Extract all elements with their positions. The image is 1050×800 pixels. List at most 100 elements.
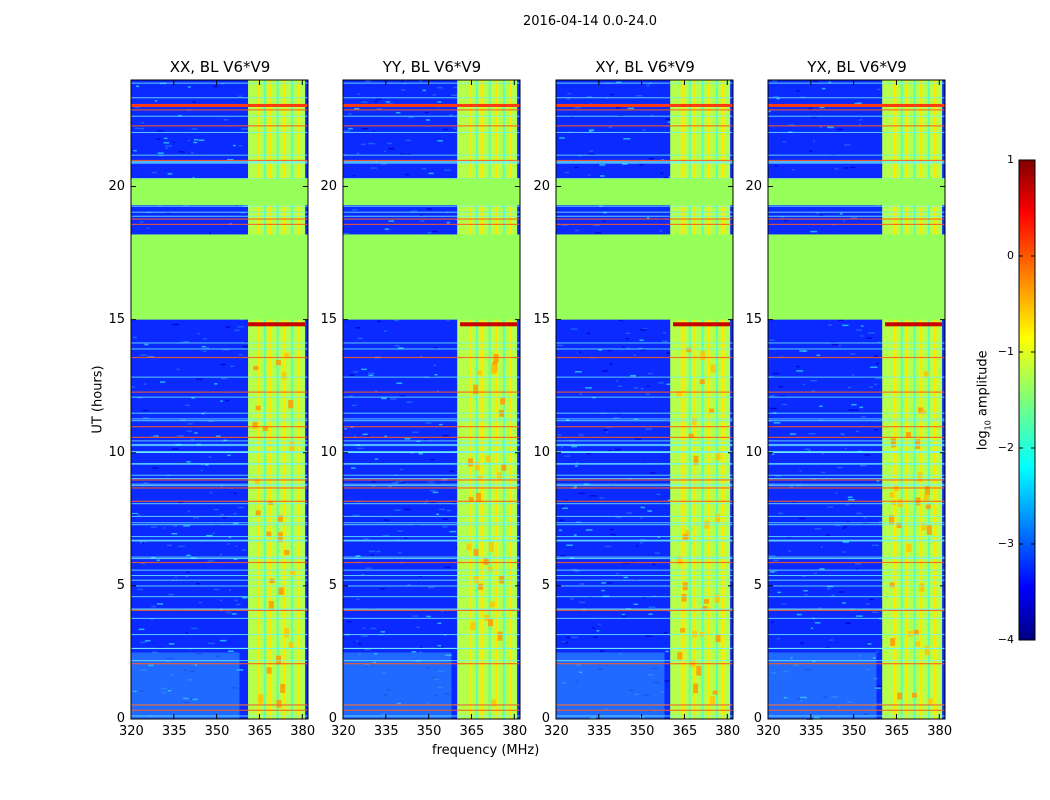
- rfi-blob: [923, 371, 929, 378]
- rfi-blob: [275, 360, 281, 366]
- noise-cell: [426, 615, 431, 618]
- noise-cell: [639, 163, 644, 166]
- noise-cell: [421, 167, 427, 170]
- figure-suptitle: 2016-04-14 0.0-24.0: [523, 14, 657, 29]
- noise-cell: [164, 147, 168, 149]
- noise-cell: [571, 445, 578, 448]
- streak-line: [556, 524, 733, 526]
- noise-cell: [642, 129, 646, 131]
- noise-cell: [877, 341, 880, 343]
- noise-cell: [437, 670, 444, 673]
- noise-cell: [637, 347, 643, 350]
- panel-title-xx: XX, BL V6*V9: [169, 58, 271, 76]
- noise-cell: [387, 142, 393, 145]
- streak-line: [768, 342, 945, 344]
- streak-line: [556, 443, 733, 445]
- rfi-channel-stripe: [268, 80, 271, 719]
- streak-line: [343, 82, 520, 84]
- rfi-blob: [897, 498, 903, 508]
- rfi-blob: [715, 450, 721, 461]
- streak-line-red: [556, 436, 733, 438]
- streak-line-red: [556, 609, 733, 612]
- noise-cell: [579, 583, 585, 585]
- noise-cell: [774, 165, 778, 167]
- noise-cell: [183, 525, 190, 527]
- rfi-blob: [288, 641, 294, 649]
- noise-cell: [407, 584, 411, 586]
- noise-cell: [358, 653, 361, 656]
- streak-line: [768, 162, 945, 164]
- noise-cell: [834, 168, 839, 170]
- streak-line-red: [343, 426, 520, 428]
- streak-line-red: [556, 109, 733, 111]
- noise-cell: [202, 338, 208, 340]
- rfi-blob: [491, 364, 497, 373]
- streak-line: [768, 97, 945, 99]
- noise-cell: [575, 681, 578, 683]
- streak-line: [131, 585, 308, 587]
- y-tick-label: 5: [328, 577, 337, 593]
- noise-cell: [394, 319, 399, 322]
- noise-cell: [578, 434, 584, 436]
- noise-cell: [140, 641, 146, 644]
- rfi-blob: [702, 605, 708, 612]
- streak-line: [131, 131, 308, 133]
- noise-cell: [442, 518, 449, 520]
- noise-cell: [201, 345, 206, 348]
- noise-cell: [858, 655, 862, 657]
- noise-cell: [662, 332, 666, 334]
- noise-cell: [837, 705, 840, 708]
- noise-cell: [633, 354, 637, 357]
- noise-cell: [825, 534, 830, 536]
- noise-cell: [780, 395, 786, 398]
- colorbar-tick-label: −2: [997, 441, 1014, 454]
- noise-cell: [186, 430, 193, 432]
- noise-cell: [451, 94, 458, 96]
- noise-cell: [185, 404, 190, 406]
- noise-cell: [575, 521, 581, 523]
- noise-cell: [395, 345, 400, 347]
- rfi-channel-stripe: [693, 80, 696, 719]
- streak-line: [556, 539, 733, 541]
- noise-cell: [783, 696, 788, 699]
- noise-cell: [383, 694, 388, 696]
- streak-line: [343, 412, 520, 414]
- streak-line: [131, 463, 308, 465]
- noise-cell: [233, 558, 238, 560]
- noise-cell: [861, 325, 864, 327]
- noise-cell: [562, 507, 569, 509]
- noise-cell: [374, 458, 379, 460]
- streak-line: [131, 463, 308, 465]
- noise-cell: [566, 544, 573, 546]
- noise-cell: [854, 563, 862, 565]
- rfi-blob: [888, 515, 894, 525]
- noise-cell: [242, 597, 248, 599]
- x-tick-label: 365: [247, 724, 273, 739]
- rfi-blob: [289, 441, 295, 452]
- rfi-band: [882, 80, 943, 719]
- noise-cell: [360, 143, 366, 146]
- rfi-gap-stripe: [263, 80, 266, 719]
- streak-line: [556, 451, 733, 453]
- noise-cell: [168, 593, 175, 596]
- noise-cell: [810, 116, 817, 119]
- noise-cell: [151, 605, 157, 608]
- noise-cell: [665, 118, 672, 121]
- noise-cell: [841, 434, 845, 436]
- noise-cell: [190, 438, 194, 441]
- noise-cell: [652, 563, 656, 566]
- noise-cell: [143, 383, 147, 385]
- noise-cell: [860, 335, 864, 337]
- noise-cell: [667, 121, 671, 123]
- streak-line: [343, 556, 520, 558]
- noise-cell: [780, 216, 784, 218]
- noise-cell: [810, 627, 813, 629]
- streak-line: [556, 418, 733, 420]
- rfi-blob: [483, 557, 489, 565]
- streak-line: [131, 575, 308, 577]
- noise-cell: [870, 366, 878, 369]
- rfi-blob: [680, 628, 686, 633]
- noise-cell: [388, 147, 395, 150]
- noise-cell: [396, 702, 401, 705]
- noise-cell: [859, 119, 863, 121]
